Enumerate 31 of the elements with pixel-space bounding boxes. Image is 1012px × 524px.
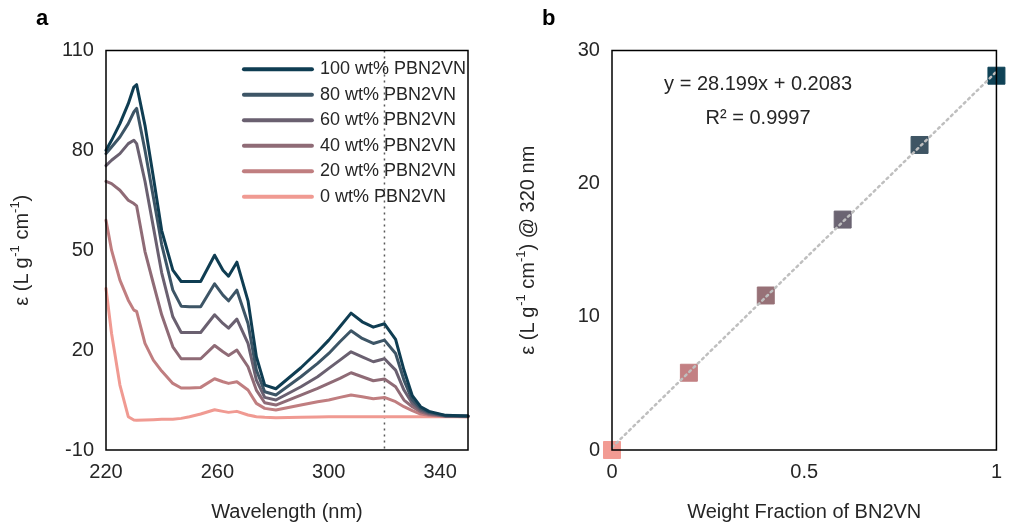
x-tick-label: 1 — [990, 459, 1002, 482]
x-tick-label: 300 — [312, 459, 346, 482]
legend-label: 60 wt% PBN2VN — [319, 109, 456, 130]
y-tick-label: 30 — [577, 37, 600, 60]
y-tick-label: 0 — [588, 437, 600, 460]
y-tick-label: 110 — [62, 37, 94, 60]
legend-label: 20 wt% PBN2VN — [319, 160, 456, 181]
x-tick-label: 260 — [200, 459, 235, 482]
x-tick-label: 0 — [606, 459, 618, 482]
y-tick-label: 80 — [71, 137, 94, 160]
x-tick-label: 340 — [423, 459, 457, 482]
y-axis-title: ε (L g-1 cm-1) — [6, 194, 32, 306]
x-tick-label: 220 — [89, 459, 123, 482]
point — [987, 66, 1006, 85]
annotation: R² = 0.9997 — [705, 105, 811, 128]
chart-title: a — [36, 5, 49, 31]
y-tick-label: 10 — [577, 304, 600, 327]
y-axis-title: ε (L g-1 cm-1) @ 320 nm — [512, 145, 538, 355]
legend-label: 0 wt% PBN2VN — [319, 185, 446, 206]
annotation: y = 28.199x + 0.2083 — [664, 71, 853, 94]
y-tick-label: 50 — [71, 237, 94, 260]
legend-label: 100 wt% PBN2VN — [319, 58, 467, 79]
legend-label: 80 wt% PBN2VN — [319, 83, 456, 104]
x-axis-title: Wavelength (nm) — [211, 499, 363, 522]
y-tick-label: 20 — [71, 337, 94, 360]
y-tick-label: 20 — [577, 171, 600, 194]
legend-label: 40 wt% PBN2VN — [319, 134, 456, 155]
x-tick-label: 0.5 — [790, 459, 819, 482]
x-axis-title: Weight Fraction of BN2VN — [687, 499, 922, 522]
y-tick-label: -10 — [65, 437, 94, 460]
chart-title: b — [542, 5, 556, 31]
